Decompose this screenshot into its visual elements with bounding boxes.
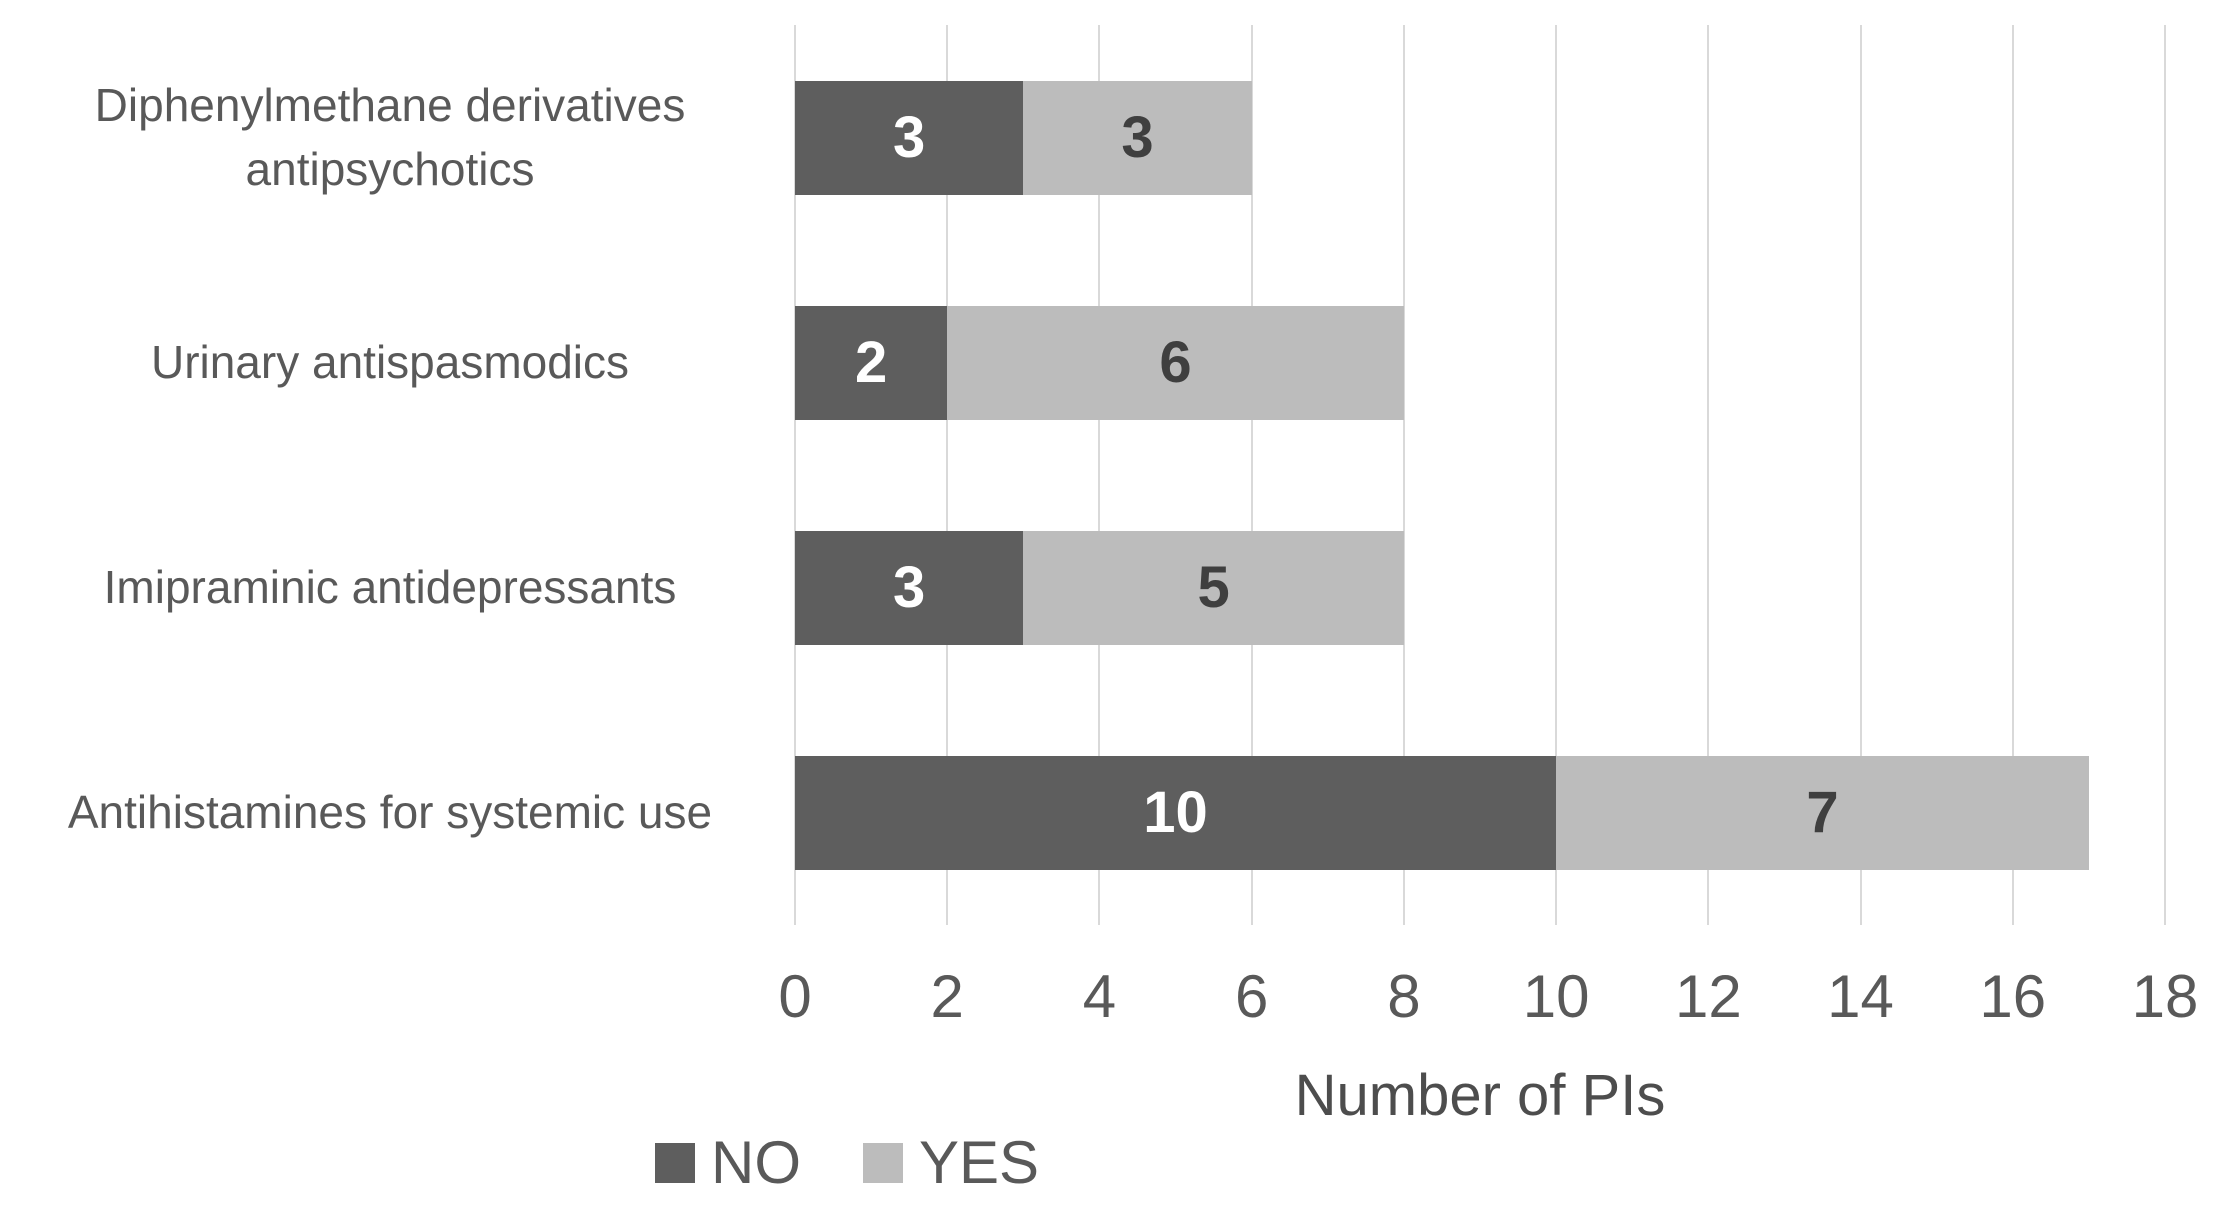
x-axis-title: Number of PIs bbox=[1294, 1063, 1666, 1128]
category-label: Urinary antispasmodics bbox=[150, 335, 630, 388]
gridline bbox=[1250, 25, 1253, 925]
bar-value-label: 6 bbox=[1159, 330, 1192, 395]
x-tick-label: 8 bbox=[1387, 963, 1421, 1030]
bar-row: 10 7 bbox=[795, 755, 2165, 870]
legend-swatch bbox=[655, 1142, 695, 1183]
gridline bbox=[2164, 25, 2166, 925]
bar-value-label: 10 bbox=[1143, 780, 1208, 845]
category-row: Diphenylmethane derivatives antipsychoti… bbox=[0, 25, 780, 250]
gridline bbox=[2011, 25, 2014, 925]
gridline bbox=[1402, 25, 1405, 925]
bar-segment-yes: 7 bbox=[1556, 755, 2089, 870]
gridline bbox=[1707, 25, 1710, 925]
bar-segment-no: 3 bbox=[795, 530, 1024, 645]
legend: NO YES bbox=[655, 1128, 1039, 1197]
x-tick-label: 2 bbox=[930, 963, 964, 1030]
bar-segment-yes: 3 bbox=[1023, 80, 1252, 195]
bar-segment-no: 2 bbox=[795, 305, 948, 420]
x-tick-label: 14 bbox=[1827, 963, 1894, 1030]
bar-value-label: 5 bbox=[1197, 555, 1230, 620]
bar-value-label: 7 bbox=[1806, 780, 1839, 845]
bar-value-label: 3 bbox=[1121, 105, 1154, 170]
x-tick-label: 16 bbox=[1979, 963, 2047, 1030]
legend-label: NO bbox=[711, 1129, 801, 1196]
gridline bbox=[1098, 25, 1101, 925]
category-axis: Diphenylmethane derivatives antipsychoti… bbox=[0, 25, 780, 925]
category-label: Diphenylmethane derivatives antipsychoti… bbox=[94, 79, 686, 195]
category-label: Imipraminic antidepressants bbox=[103, 560, 677, 613]
legend-label: YES bbox=[919, 1129, 1040, 1196]
legend-item-yes: YES bbox=[863, 1128, 1039, 1197]
bar-value-label: 2 bbox=[854, 330, 888, 395]
x-tick-label: 6 bbox=[1234, 963, 1269, 1030]
bar-value-label: 3 bbox=[893, 555, 926, 620]
legend-item-no: NO bbox=[655, 1128, 801, 1197]
bar-segment-yes: 6 bbox=[947, 305, 1404, 420]
x-tick-label: 12 bbox=[1674, 963, 1742, 1030]
legend-swatch bbox=[863, 1142, 903, 1183]
category-row: Imipraminic antidepressants bbox=[0, 475, 780, 700]
category-row: Antihistamines for systemic use bbox=[0, 700, 780, 925]
gridline bbox=[1555, 25, 1558, 925]
bar-segment-no: 10 bbox=[795, 755, 1557, 870]
category-label: Antihistamines for systemic use bbox=[67, 785, 713, 838]
plot-area: 3 3 2 6 3 5 10 7 bbox=[794, 25, 2166, 925]
x-tick-label: 10 bbox=[1522, 963, 1590, 1030]
bar-segment-yes: 5 bbox=[1023, 530, 1404, 645]
gridline bbox=[946, 25, 949, 925]
x-tick-label: 18 bbox=[2131, 963, 2199, 1030]
gridline bbox=[794, 25, 796, 925]
bar-segment-no: 3 bbox=[795, 80, 1024, 195]
x-tick-label: 0 bbox=[778, 963, 812, 1030]
category-row: Urinary antispasmodics bbox=[0, 250, 780, 475]
gridline bbox=[1859, 25, 1862, 925]
x-axis-ticks: 0 2 4 6 8 10 12 14 16 18 bbox=[778, 962, 2198, 1032]
bar-value-label: 3 bbox=[893, 105, 926, 170]
x-tick-label: 4 bbox=[1082, 963, 1117, 1030]
